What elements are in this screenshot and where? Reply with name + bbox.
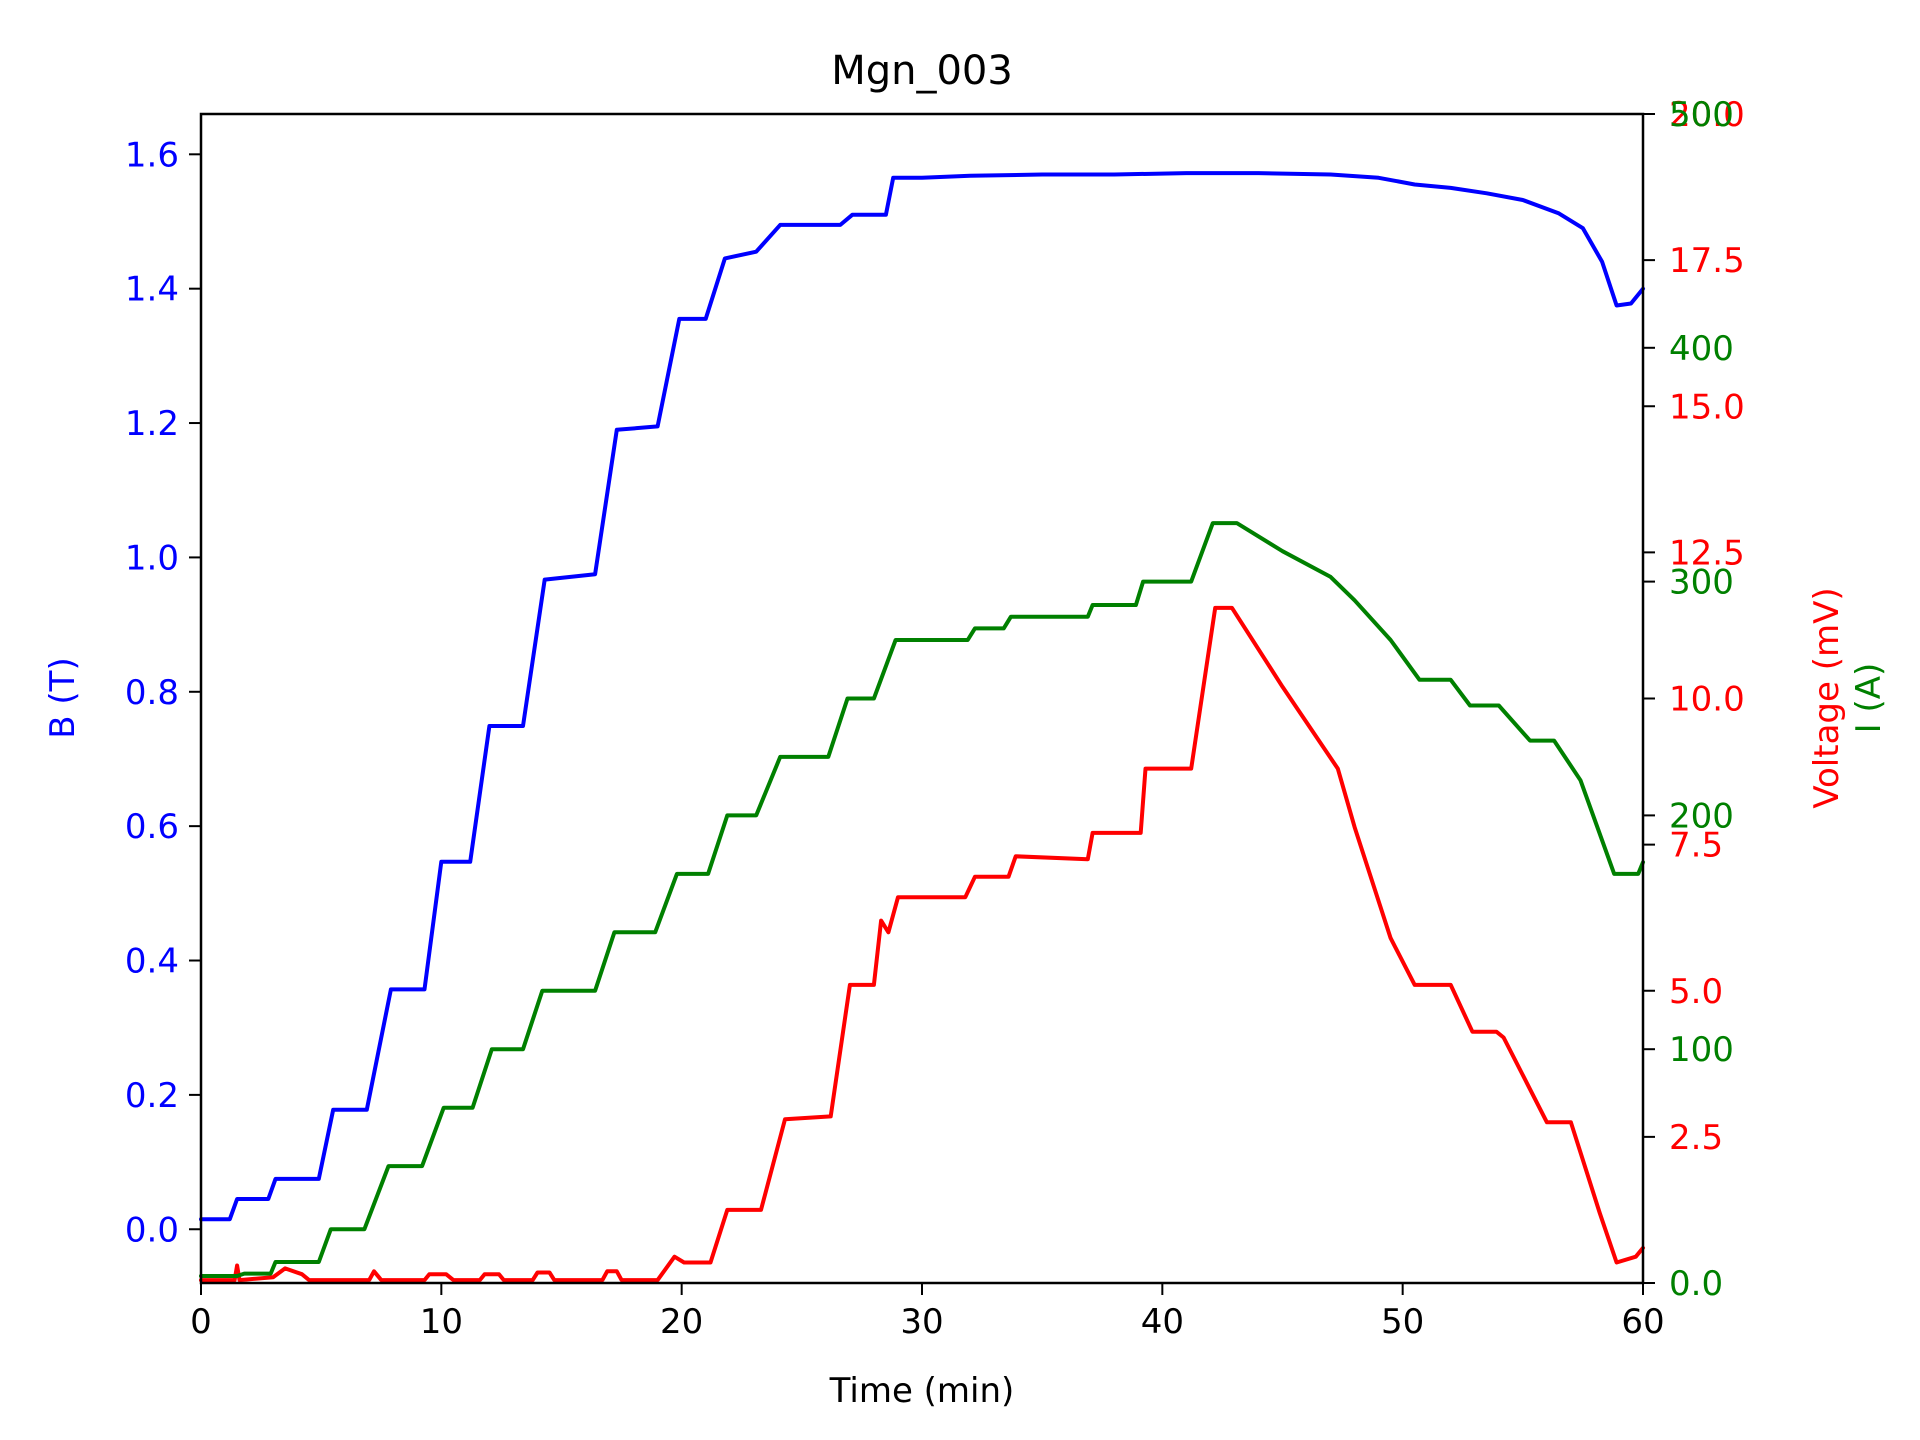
left-tick-label: 1.6: [125, 135, 179, 175]
current-axis: 0.0 100 200 300 400 500: [1643, 95, 1734, 1304]
voltage-tick-label: 5.0: [1669, 972, 1723, 1012]
current-tick-label: 200: [1669, 796, 1734, 836]
voltage-tick-label: 10.0: [1669, 680, 1745, 720]
voltage-tick-label: 7.5: [1669, 826, 1723, 866]
left-tick-label: 1.0: [125, 538, 179, 578]
voltage-tick-label: 17.5: [1669, 241, 1745, 281]
current-axis-label: I (A): [1849, 663, 1889, 734]
left-tick-label: 1.2: [125, 404, 179, 444]
voltage-axis: 2.5 5.0 7.5 10.0 12.5 15.0 17.5 20.0: [1643, 95, 1745, 1158]
left-tick-label: 0.8: [125, 673, 179, 713]
current-tick-label: 0.0: [1669, 1264, 1723, 1304]
current-tick-label: 400: [1669, 329, 1734, 369]
current-tick-label: 300: [1669, 563, 1734, 603]
x-tick-label: 0: [190, 1302, 212, 1342]
x-axis-label: Time (min): [829, 1371, 1015, 1411]
x-tick-label: 50: [1381, 1302, 1424, 1342]
chart-title: Mgn_003: [831, 48, 1013, 94]
voltage-tick-label: 20.0: [1669, 95, 1745, 135]
x-tick-label: 10: [420, 1302, 463, 1342]
series-line-i: [199, 521, 1645, 1278]
left-axis-label: B (T): [43, 657, 83, 738]
x-tick-label: 30: [900, 1302, 943, 1342]
left-tick-label: 0.2: [125, 1076, 179, 1116]
series-line-b: [199, 171, 1645, 1222]
x-tick-label: 20: [660, 1302, 703, 1342]
left-y-axis: 0.0 0.2 0.4 0.6 0.8 1.0 1.2 1.4 1.6: [125, 135, 201, 1250]
current-tick-label: 500: [1669, 95, 1734, 135]
left-tick-label: 1.4: [125, 270, 179, 310]
x-tick-label: 60: [1621, 1302, 1664, 1342]
voltage-axis-label: Voltage (mV): [1807, 587, 1847, 808]
voltage-tick-label: 12.5: [1669, 533, 1745, 573]
current-tick-label: 100: [1669, 1030, 1734, 1070]
x-axis: 0 10 20 30 40 50 60: [190, 1283, 1665, 1342]
left-tick-label: 0.0: [125, 1210, 179, 1250]
left-tick-label: 0.6: [125, 807, 179, 847]
series-group: [199, 171, 1645, 1283]
voltage-tick-label: 15.0: [1669, 387, 1745, 427]
series-line-voltage: [199, 605, 1645, 1283]
x-tick-label: 40: [1141, 1302, 1184, 1342]
left-tick-label: 0.4: [125, 942, 179, 982]
voltage-tick-label: 2.5: [1669, 1118, 1723, 1158]
